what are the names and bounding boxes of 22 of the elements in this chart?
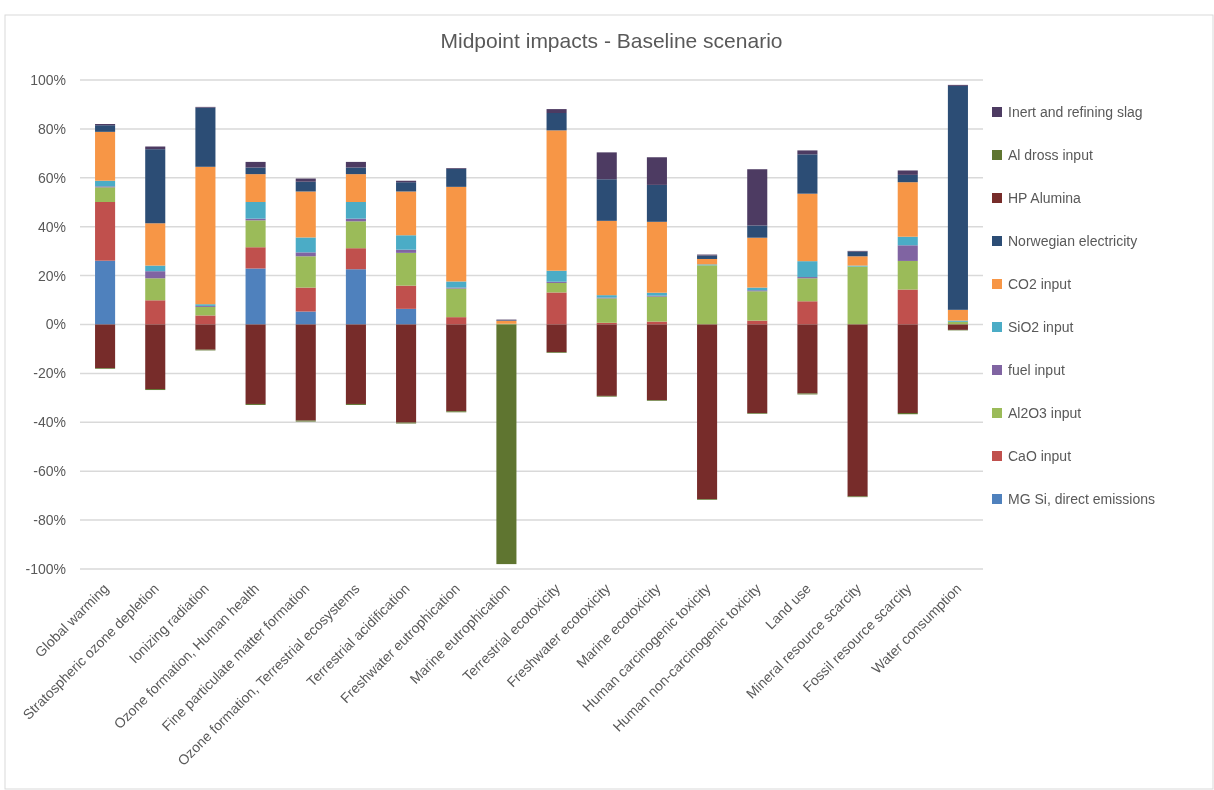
legend-label: HP Alumina bbox=[1008, 189, 1082, 206]
y-tick-label: 100% bbox=[30, 71, 66, 88]
y-tick-label: 60% bbox=[37, 169, 66, 186]
legend-label: CaO input bbox=[1008, 447, 1072, 464]
y-tick-label: 80% bbox=[37, 120, 66, 137]
legend-label: Al2O3 input bbox=[1008, 404, 1082, 421]
y-tick-label: -80% bbox=[33, 512, 66, 528]
legend-label: fuel input bbox=[1008, 361, 1065, 378]
y-tick-label: -20% bbox=[33, 365, 66, 382]
y-tick-label: -40% bbox=[33, 414, 66, 431]
y-tick-label: 20% bbox=[37, 267, 66, 284]
legend-label: Inert and refining slag bbox=[1008, 103, 1143, 120]
legend-label: Al dross input bbox=[1008, 146, 1093, 163]
y-tick-label: -100% bbox=[25, 560, 66, 577]
legend-label: CO2 input bbox=[1008, 275, 1072, 292]
y-tick-label: 40% bbox=[37, 218, 66, 235]
legend-label: Norwegian electricity bbox=[1008, 232, 1138, 249]
y-tick-label: -60% bbox=[33, 463, 66, 480]
legend-label: MG Si, direct emissions bbox=[1008, 490, 1156, 507]
chart-title: Midpoint impacts - Baseline scenario bbox=[440, 29, 783, 52]
legend-label: SiO2 input bbox=[1008, 318, 1074, 335]
y-tick-label: 0% bbox=[45, 316, 66, 333]
